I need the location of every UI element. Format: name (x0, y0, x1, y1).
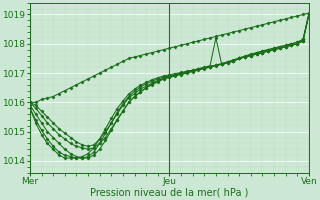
X-axis label: Pression niveau de la mer( hPa ): Pression niveau de la mer( hPa ) (90, 187, 249, 197)
